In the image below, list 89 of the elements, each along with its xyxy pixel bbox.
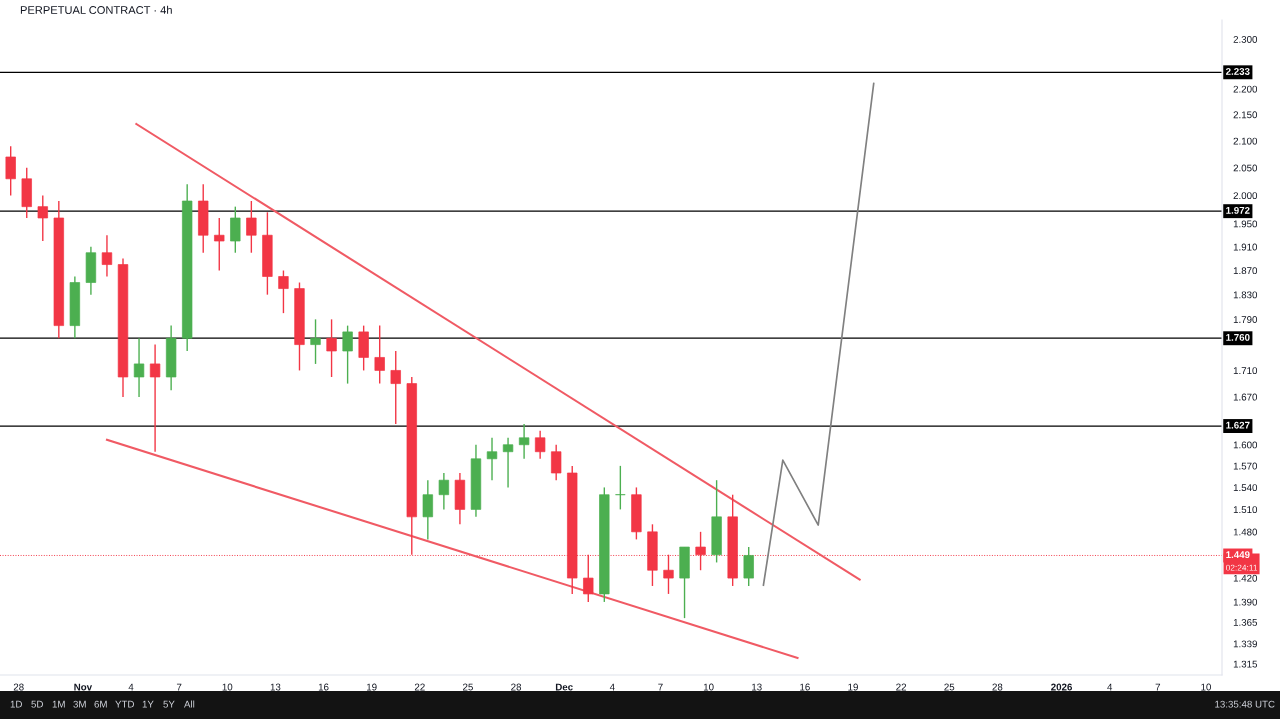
text: 6M <box>94 700 107 708</box>
candlestick <box>149 343 161 453</box>
x-tick-label: 22 <box>896 683 907 691</box>
text: 13:35:48 UTC <box>1215 700 1275 708</box>
y-tick-label: 1.570 <box>1233 462 1258 470</box>
y-tick-label: 1.365 <box>1233 618 1258 626</box>
candlestick <box>310 318 321 365</box>
x-tick-label: 28 <box>511 683 522 691</box>
x-tick-label: Dec <box>555 683 573 691</box>
x-tick-label: 7 <box>176 683 182 691</box>
x-tick-label: Nov <box>74 683 93 691</box>
candlestick <box>214 217 225 272</box>
candlestick <box>326 318 337 378</box>
x-tick-label: 22 <box>414 683 425 691</box>
ref-line-label: 1.627 <box>1226 421 1250 429</box>
y-tick-label: 1.830 <box>1233 291 1258 299</box>
candlestick <box>230 205 241 254</box>
y-tick-label: 1.710 <box>1233 367 1258 375</box>
y-tick-label: 2.200 <box>1233 85 1258 93</box>
x-tick-label: 13 <box>270 683 281 691</box>
chart-title: PERPETUAL CONTRACT · 4h <box>20 5 172 14</box>
ref-line-label: 2.233 <box>1226 68 1250 75</box>
candlestick <box>37 194 48 242</box>
x-tick-label: 10 <box>703 683 714 691</box>
x-tick-label: 13 <box>752 683 762 691</box>
x-tick-label: 7 <box>658 683 663 691</box>
text: 02:24:11 <box>1225 564 1258 571</box>
x-tick-label: 7 <box>1155 683 1161 691</box>
y-tick-label: 1.315 <box>1233 660 1258 668</box>
candlestick <box>133 337 145 398</box>
ref-line-label: 1.760 <box>1226 333 1250 341</box>
x-tick-label: 10 <box>1201 683 1211 691</box>
x-tick-label: 10 <box>222 683 233 691</box>
y-tick-label: 2.300 <box>1233 36 1258 43</box>
y-tick-label: 2.000 <box>1233 192 1258 200</box>
x-tick-label: 4 <box>609 683 615 691</box>
candlestick <box>390 350 401 425</box>
candlestick <box>551 444 562 481</box>
line-series <box>762 82 875 587</box>
y-tick-label: 2.150 <box>1233 111 1258 119</box>
text: 5D <box>31 700 43 708</box>
candlestick <box>486 437 498 481</box>
candlestick <box>342 324 353 385</box>
x-tick-label: 28 <box>992 683 1003 691</box>
x-tick-label: 2026 <box>1051 683 1073 691</box>
y-tick-label: 1.870 <box>1233 267 1258 275</box>
x-tick-label: 19 <box>848 683 858 691</box>
candlestick <box>502 437 514 489</box>
y-tick-label: 1.480 <box>1233 528 1258 536</box>
y-tick-label: 1.390 <box>1233 598 1258 606</box>
y-tick-label: 1.670 <box>1233 393 1258 401</box>
x-tick-label: 16 <box>318 683 329 691</box>
x-tick-label: 25 <box>463 683 473 691</box>
x-tick-label: 19 <box>367 683 377 691</box>
y-tick-label: 1.790 <box>1233 316 1258 323</box>
candlestick <box>246 200 257 254</box>
y-tick-label: 1.910 <box>1233 243 1258 251</box>
candlestick <box>518 423 530 460</box>
x-tick-label: 4 <box>128 683 134 691</box>
candlestick <box>5 145 16 197</box>
x-tick-label: 25 <box>944 683 955 691</box>
text: YTD <box>115 700 134 708</box>
y-tick-label: 1.950 <box>1233 220 1258 228</box>
text: 1M <box>52 700 65 708</box>
text: 1Y <box>142 700 154 708</box>
x-tick-label: 4 <box>1107 683 1113 691</box>
candlestick <box>438 472 450 511</box>
candlestick <box>422 479 433 541</box>
y-tick-label: 2.050 <box>1233 164 1258 172</box>
y-tick-label: 2.100 <box>1233 137 1258 145</box>
text: 5Y <box>163 700 175 708</box>
x-tick-label: 16 <box>800 683 810 691</box>
candlestick <box>615 465 626 511</box>
text: 3M <box>73 700 86 708</box>
text: All <box>184 700 195 708</box>
y-tick-label: 1.540 <box>1233 484 1258 492</box>
text: 1D <box>10 700 22 708</box>
x-tick-label: 28 <box>13 683 24 691</box>
candlestick <box>743 546 754 587</box>
candlestick <box>374 324 385 385</box>
y-tick-label: 1.339 <box>1233 640 1257 648</box>
y-tick-label: 1.510 <box>1233 506 1258 514</box>
ref-line-label: 1.972 <box>1226 206 1250 214</box>
ref-line-label: 1.449 <box>1226 551 1250 559</box>
candlestick <box>101 234 113 278</box>
y-tick-label: 1.600 <box>1233 441 1258 449</box>
candlestick <box>278 269 289 314</box>
candlestick <box>534 430 546 460</box>
y-tick-label: 1.420 <box>1233 574 1258 582</box>
